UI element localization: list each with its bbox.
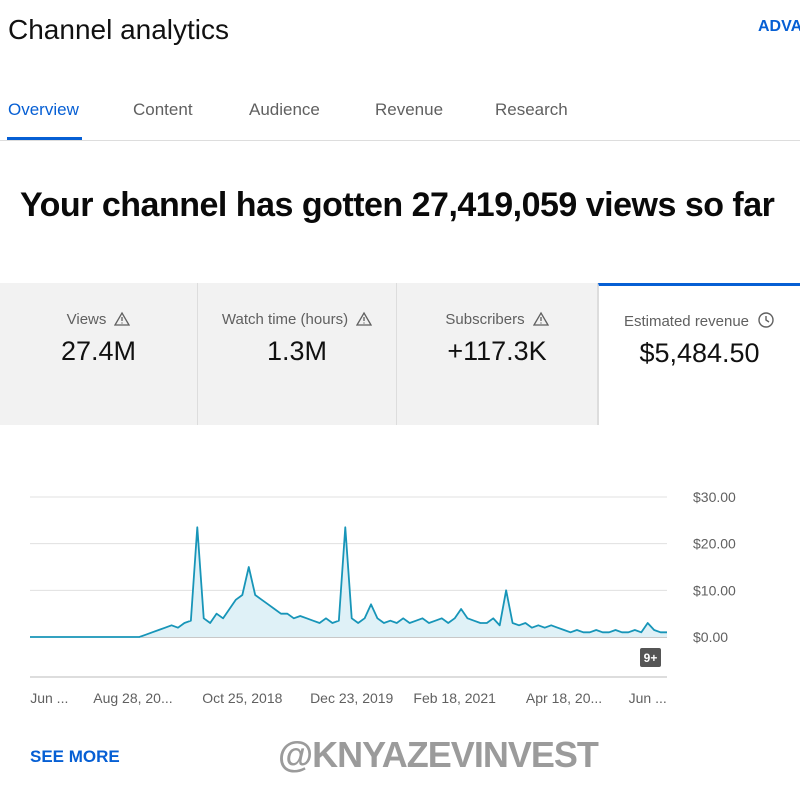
y-tick-label: $10.00 — [693, 582, 736, 598]
metric-card[interactable]: Watch time (hours) 1.3M — [198, 283, 397, 425]
page-title: Channel analytics — [8, 14, 230, 45]
x-tick-label: Dec 23, 2019 — [310, 690, 393, 706]
metric-value: +117.3K — [447, 336, 547, 366]
y-tick-label: $20.00 — [693, 536, 736, 552]
headline: Your channel has gotten 27,419,059 views… — [20, 186, 775, 224]
see-more-link[interactable]: SEE MORE — [30, 747, 120, 766]
metric-label: Subscribers — [445, 311, 525, 328]
metric-card[interactable]: Views 27.4M — [0, 283, 198, 425]
tab[interactable]: Research — [495, 100, 568, 119]
metric-label: Views — [66, 311, 107, 328]
x-tick-label: Jun ... — [30, 690, 68, 706]
tab[interactable]: Revenue — [375, 100, 444, 119]
x-tick-label: Apr 18, 20... — [526, 690, 602, 706]
metric-value: 27.4M — [60, 336, 137, 366]
x-tick-label: Oct 25, 2018 — [202, 690, 282, 706]
warning-icon — [355, 311, 373, 326]
metric-value: $5,484.50 — [639, 338, 760, 368]
metric-card[interactable]: Subscribers +117.3K — [397, 283, 598, 425]
tab[interactable]: Overview — [8, 100, 79, 119]
metric-label: Watch time (hours) — [221, 311, 349, 328]
badge-label: 9+ — [644, 651, 658, 665]
x-tick-label: Aug 28, 20... — [93, 690, 172, 706]
active-tab-indicator — [7, 137, 82, 140]
metric-label: Estimated revenue — [623, 313, 750, 330]
y-tick-label: $0.00 — [693, 629, 728, 645]
x-tick-label: Feb 18, 2021 — [413, 690, 496, 706]
tab[interactable]: Content — [133, 100, 193, 119]
warning-icon — [114, 311, 131, 326]
y-tick-label: $30.00 — [693, 489, 736, 505]
watermark: @KNYAZEVINVEST — [278, 734, 599, 775]
warning-icon — [532, 311, 549, 326]
advanced-mode-button[interactable]: ADVA — [758, 18, 800, 35]
revenue-chart: $0.00 $10.00 $20.00 $30.00 Jun ... Aug 28, 20… — [30, 489, 736, 706]
line — [30, 526, 667, 638]
badge — [640, 648, 661, 667]
divider — [0, 140, 800, 141]
metric-value: 1.3M — [266, 336, 328, 366]
x-tick-label: Jun ... — [629, 690, 667, 706]
clock-icon — [758, 312, 774, 328]
metric-card[interactable]: Estimated revenue $5,484.50 — [598, 283, 800, 425]
tab[interactable]: Audience — [249, 100, 320, 119]
